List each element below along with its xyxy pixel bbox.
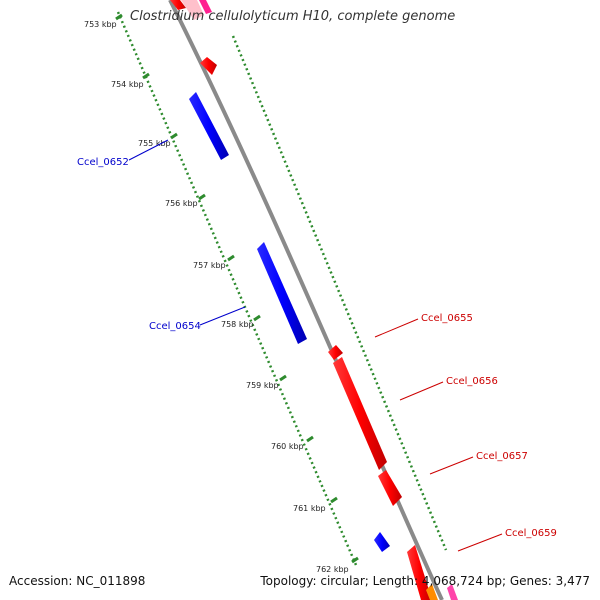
scale-label: 757 kbp [193,261,226,270]
genome-backbone [168,0,444,600]
genome-title: Clostridium cellulolyticum H10, complete… [130,9,456,24]
scale-label: 760 kbp [271,442,304,451]
scale-label: 756 kbp [165,199,198,208]
gene-forward-orange[interactable] [426,584,438,600]
scale-labels: 753 kbp 754 kbp 755 kbp 756 kbp 757 kbp 758 k… [84,20,349,574]
scale-tick [330,496,338,504]
scale-tick [351,556,359,564]
scale-tick [198,193,206,201]
gene-leader-line [429,456,474,475]
gene-leader-line [128,139,169,161]
scale-label: 761 kbp [293,504,326,513]
gene-label[interactable]: Ccel_0654 [149,321,201,332]
scale-tick [253,314,261,322]
scale-tick [170,132,178,140]
scale-label: 754 kbp [111,80,144,89]
gene-ccel-0656[interactable] [333,357,387,470]
gene-top-pink[interactable] [181,0,204,20]
gene-forward-top[interactable] [200,57,217,75]
gene-label[interactable]: Ccel_0657 [476,451,528,462]
scale-tick [227,254,235,262]
gene-leader-line [199,306,246,326]
gene-ccel-0659[interactable] [407,545,432,600]
gene-forward-magenta-bottom[interactable] [447,584,458,600]
gene-ccel-0654[interactable] [257,242,307,344]
scale-label: 758 kbp [221,320,254,329]
gene-reverse-small[interactable] [374,532,390,552]
genome-summary: Topology: circular; Length: 4,068,724 bp… [260,574,590,588]
gene-leaders [128,139,503,552]
gene-leader-line [399,381,444,401]
scale-label: 759 kbp [246,381,279,390]
gene-top-magenta[interactable] [199,0,212,14]
scale-tick [115,13,123,21]
gene-labels: Ccel_0652 Ccel_0654 Ccel_0655 Ccel_0656 Ccel… [77,157,557,539]
gene-top-red[interactable] [170,0,186,10]
accession-text: Accession: NC_011898 [9,574,146,588]
scale-label: 755 kbp [138,139,171,148]
gene-leader-line [374,318,419,338]
gene-leader-line [457,533,503,552]
scale-tick [279,374,287,382]
gene-ccel-0655[interactable] [328,345,343,360]
scale-tick [142,72,150,80]
gene-label[interactable]: Ccel_0659 [505,528,557,539]
gene-label[interactable]: Ccel_0652 [77,157,129,168]
gene-ccel-0652[interactable] [189,92,229,160]
gene-ccel-0657[interactable] [378,470,402,506]
inner-scale-track [116,11,358,566]
scale-label: 753 kbp [84,20,117,29]
outer-scale-track [231,35,448,551]
scale-ticks [115,13,359,564]
gene-label[interactable]: Ccel_0655 [421,313,473,324]
gene-label[interactable]: Ccel_0656 [446,376,498,387]
scale-tick [306,435,314,443]
scale-label: 762 kbp [316,565,349,574]
